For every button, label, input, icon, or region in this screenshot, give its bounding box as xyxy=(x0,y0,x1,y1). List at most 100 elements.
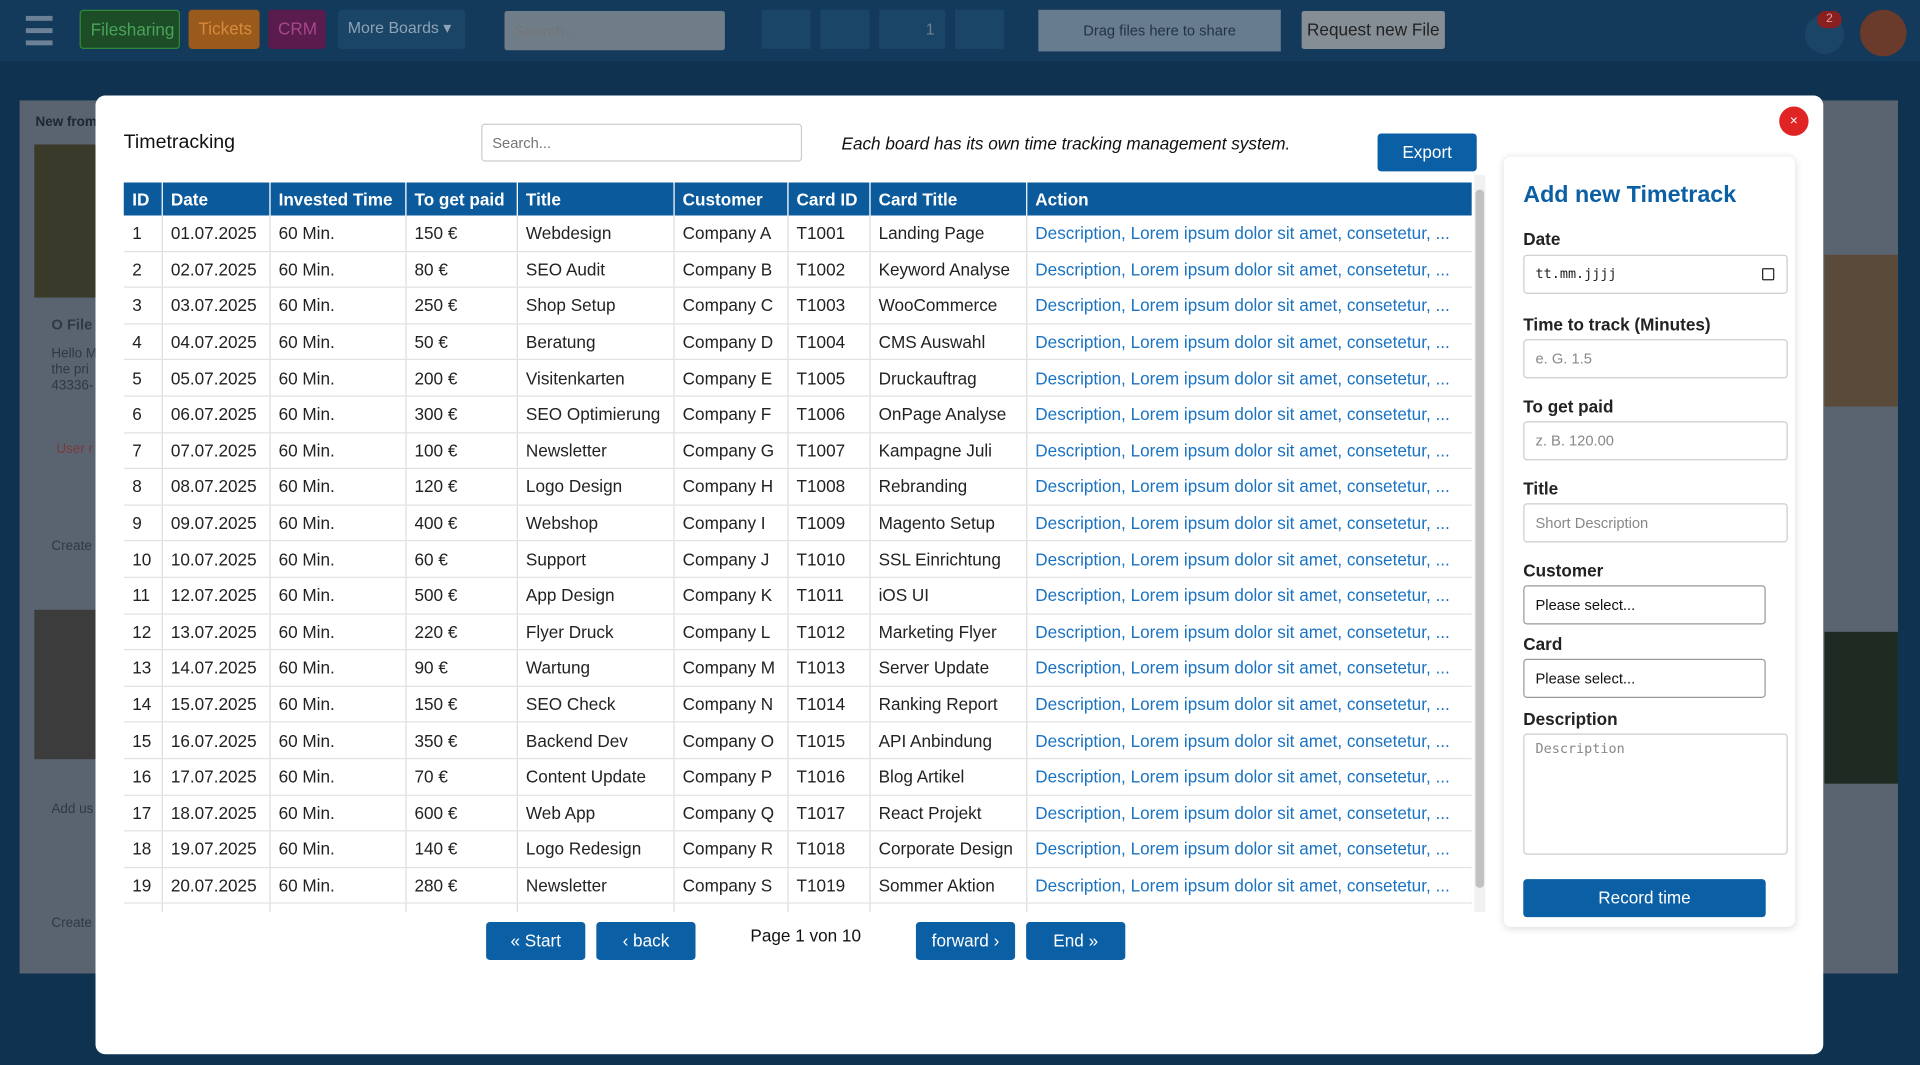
table-search[interactable] xyxy=(481,123,803,162)
nav-button[interactable]: More Boards ▾ xyxy=(337,9,466,49)
column-header: Date xyxy=(161,182,271,216)
table-cell: 18 xyxy=(123,830,163,868)
info-note: Each board has its own time tracking man… xyxy=(841,133,1291,154)
action-link[interactable]: Description, Lorem ipsum dolor sit amet,… xyxy=(1026,867,1472,905)
action-link[interactable]: Description, Lorem ipsum dolor sit amet,… xyxy=(1026,432,1472,470)
table-cell: 03.07.2025 xyxy=(161,287,271,325)
table-cell: 19 xyxy=(123,867,163,905)
clock-icon[interactable] xyxy=(820,9,870,49)
table-cell: Marketing Flyer xyxy=(869,613,1027,651)
action-link[interactable]: Description, Lorem ipsum dolor sit amet,… xyxy=(1026,359,1472,397)
table-cell: Company E xyxy=(673,359,788,397)
action-link[interactable]: Description, Lorem ipsum dolor sit amet,… xyxy=(1026,468,1472,506)
card-select[interactable]: Please select... xyxy=(1523,658,1766,698)
table-cell: 16 xyxy=(123,758,163,796)
action-link[interactable]: Description, Lorem ipsum dolor sit amet,… xyxy=(1026,215,1472,252)
table-cell: 1 xyxy=(123,215,163,252)
table-cell: 600 € xyxy=(405,794,518,832)
table-cell: 15 xyxy=(123,722,163,760)
table-cell: 60 Min. xyxy=(269,359,406,397)
scrollbar[interactable] xyxy=(1474,175,1486,913)
paid-input[interactable]: z. B. 120.00 xyxy=(1523,421,1788,461)
date-input[interactable]: tt.mm.jjjj xyxy=(1523,254,1788,294)
customer-select[interactable]: Please select... xyxy=(1523,585,1766,625)
table-cell: Newsletter xyxy=(516,867,675,905)
close-button[interactable]: × xyxy=(1779,106,1809,136)
action-link[interactable]: Description, Lorem ipsum dolor sit amet,… xyxy=(1026,613,1472,651)
action-link[interactable]: Description, Lorem ipsum dolor sit amet,… xyxy=(1026,323,1472,361)
action-link[interactable]: Description, Lorem ipsum dolor sit amet,… xyxy=(1026,649,1472,687)
table-cell: 140 € xyxy=(405,830,518,868)
table-cell: T1017 xyxy=(787,794,871,832)
table-cell: 60 Min. xyxy=(269,649,406,687)
description-input[interactable]: Description xyxy=(1523,733,1788,855)
share-count[interactable]: 1 xyxy=(879,9,946,49)
table-cell: 200 € xyxy=(405,359,518,397)
table-cell: T1014 xyxy=(787,685,871,723)
table-cell: T1004 xyxy=(787,323,871,361)
nav-button[interactable]: CRM xyxy=(268,9,326,49)
drag-drop-zone[interactable]: Drag files here to share xyxy=(1038,9,1281,52)
table-cell: Company N xyxy=(673,685,788,723)
action-link[interactable]: Description, Lorem ipsum dolor sit amet,… xyxy=(1026,251,1472,288)
action-link[interactable]: Description, Lorem ipsum dolor sit amet,… xyxy=(1026,577,1472,615)
action-link[interactable]: Description, Lorem ipsum dolor sit amet,… xyxy=(1026,794,1472,832)
copy-icon[interactable] xyxy=(955,9,1005,49)
table-cell: T1013 xyxy=(787,649,871,687)
time-input[interactable]: e. G. 1.5 xyxy=(1523,339,1788,379)
action-link[interactable]: Description, Lorem ipsum dolor sit amet,… xyxy=(1026,903,1472,913)
calendar-icon[interactable] xyxy=(1762,268,1775,281)
card-tag: User r xyxy=(56,442,94,457)
table-cell: 20.07.2025 xyxy=(161,867,271,905)
table-cell: 60 Min. xyxy=(269,541,406,578)
end-button[interactable]: End » xyxy=(1026,922,1126,961)
action-link[interactable]: Description, Lorem ipsum dolor sit amet,… xyxy=(1026,541,1472,578)
forward-button[interactable]: forward › xyxy=(915,922,1016,961)
request-button[interactable]: Request new File xyxy=(1301,11,1445,49)
card-image xyxy=(1824,631,1898,784)
action-link[interactable]: Description, Lorem ipsum dolor sit amet,… xyxy=(1026,396,1472,433)
search-input[interactable] xyxy=(504,11,725,51)
table-cell: 350 € xyxy=(405,722,518,760)
action-link[interactable]: Description, Lorem ipsum dolor sit amet,… xyxy=(1026,722,1472,760)
table-cell: Visitenkarten xyxy=(516,359,675,397)
action-link[interactable]: Description, Lorem ipsum dolor sit amet,… xyxy=(1026,287,1472,325)
date-placeholder: tt.mm.jjjj xyxy=(1535,265,1617,282)
action-link[interactable]: Description, Lorem ipsum dolor sit amet,… xyxy=(1026,758,1472,796)
table-cell: 50 € xyxy=(405,323,518,361)
start-button[interactable]: « Start xyxy=(486,922,586,961)
action-link[interactable]: Description, Lorem ipsum dolor sit amet,… xyxy=(1026,504,1472,542)
table-row: 16 17.07.2025 60 Min. 70 € Content Update Com… xyxy=(123,758,1472,796)
table-cell: 60 Min. xyxy=(269,685,406,723)
table-cell: T1002 xyxy=(787,251,871,288)
table-scroll: ID Date Invested Time To get paid Title Custo… xyxy=(123,182,1472,913)
table-cell: 04.07.2025 xyxy=(161,323,271,361)
table-cell: React Projekt xyxy=(869,794,1027,832)
table-cell: 60 Min. xyxy=(269,468,406,506)
nav-button[interactable]: Filesharing xyxy=(79,9,181,49)
table-cell: Keyword Analyse xyxy=(869,251,1027,288)
action-link[interactable]: Description, Lorem ipsum dolor sit amet,… xyxy=(1026,830,1472,868)
table-cell: Support xyxy=(516,541,675,578)
card-title: O File xyxy=(51,315,93,334)
table-row: 3 03.07.2025 60 Min. 250 € Shop Setup Company… xyxy=(123,287,1472,325)
record-button[interactable]: Record time xyxy=(1523,879,1766,918)
table-cell: Company A xyxy=(673,215,788,252)
export-button[interactable]: Export xyxy=(1377,133,1477,172)
table-cell: T1018 xyxy=(787,830,871,868)
back-button[interactable]: ‹ back xyxy=(596,922,696,961)
card-text: Add us xyxy=(51,802,94,817)
users-icon[interactable] xyxy=(761,9,811,49)
table-cell: 60 Min. xyxy=(269,215,406,252)
table-cell: 60 Min. xyxy=(269,396,406,433)
table-cell: 220 € xyxy=(405,613,518,651)
scroll-thumb[interactable] xyxy=(1475,189,1485,888)
menu-icon[interactable] xyxy=(25,13,53,47)
nav-button[interactable]: Tickets xyxy=(188,9,260,49)
table-cell: 2 xyxy=(123,251,163,288)
table-cell: T1001 xyxy=(787,215,871,252)
avatar[interactable] xyxy=(1860,9,1907,57)
action-link[interactable]: Description, Lorem ipsum dolor sit amet,… xyxy=(1026,685,1472,723)
title-input[interactable]: Short Description xyxy=(1523,503,1788,543)
